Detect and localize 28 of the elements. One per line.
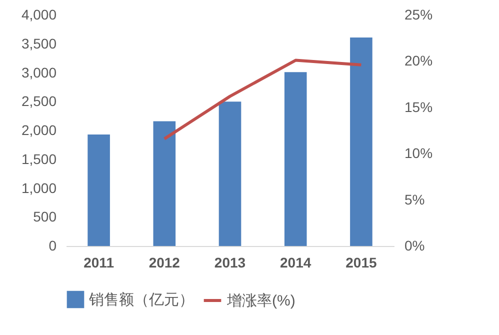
bar [350,38,372,246]
y-tick-label: 2,000 [21,122,57,138]
y-tick-label: 4,000 [21,6,57,22]
y2-tick-label: 0% [404,238,425,254]
y-tick-label: 1,000 [21,180,57,196]
y-tick-label: 1,500 [21,150,57,167]
x-tick-label: 2014 [280,254,312,270]
y-tick-label: 0 [48,238,57,254]
line-series [162,58,363,140]
x-tick-label: 2011 [84,254,114,270]
y-tick-label: 500 [33,208,57,225]
x-tick-label: 2012 [148,254,180,270]
y2-tick-label: 20% [404,52,433,69]
x-tick-label: 2015 [346,254,377,270]
bar [218,102,242,246]
y2-tick-label: 5% [404,191,425,208]
y-tick-label: 3,500 [21,35,57,52]
x-tick-label: 2013 [214,254,246,270]
bar [284,72,307,246]
y2-tick-label: 10% [404,145,433,162]
bar [153,121,176,246]
y2-tick-label: 25% [404,6,433,22]
y-tick-label: 3,000 [21,64,57,80]
legend-label: 增涨率(%) [226,292,296,310]
y-tick-label: 2,500 [21,93,57,110]
bar [88,134,110,246]
legend-label: 销售额（亿元） [88,292,194,308]
y2-tick-label: 15% [404,98,433,115]
